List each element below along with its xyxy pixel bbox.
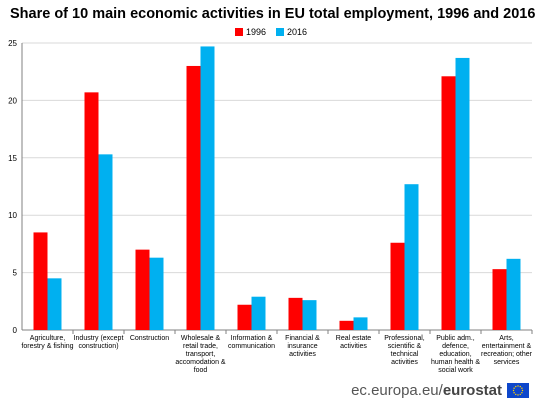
flag-star: [517, 394, 519, 396]
legend-label-2016: 2016: [287, 27, 308, 37]
bar-1996-5: [288, 297, 303, 330]
y-tick-label-10: 10: [8, 211, 17, 220]
bar-1996-2: [135, 249, 150, 330]
y-tick-label-0: 0: [13, 326, 18, 335]
x-tick-label-8: Public adm., defence, education, human heal…: [431, 335, 480, 374]
legend-swatch-2016: [276, 28, 285, 36]
flag-star: [513, 387, 515, 389]
bar-2016-5: [302, 300, 317, 330]
y-tick-label-5: 5: [13, 269, 18, 278]
y-tick-label-25: 25: [8, 39, 17, 48]
flag-star: [521, 392, 523, 394]
flag-star: [521, 387, 523, 389]
flag-star: [519, 393, 521, 396]
x-tick-label-7: Professional, scientific & technical activi…: [384, 335, 425, 366]
x-tick-label-4: Information & communication: [228, 335, 275, 350]
bar-2016-1: [98, 154, 113, 330]
bar-1996-3: [186, 65, 201, 331]
footer: ec.europa.eu/eurostat: [351, 382, 529, 399]
eu-flag-icon: [507, 383, 529, 398]
bar-1996-9: [492, 269, 507, 330]
bar-2016-6: [353, 317, 368, 330]
legend-label-1996: 1996: [246, 27, 267, 37]
bar-2016-9: [506, 258, 521, 330]
chart-title: Share of 10 main economic activities in …: [10, 6, 539, 22]
y-tick-label-20: 20: [8, 96, 17, 105]
x-tick-label-2: Construction: [130, 335, 169, 342]
bar-1996-0: [33, 232, 48, 330]
flag-star: [515, 385, 517, 388]
bar-1996-7: [390, 242, 405, 330]
bar-1996-8: [441, 76, 456, 331]
legend: 1996 2016: [235, 27, 307, 37]
legend-item-1996: 1996: [235, 27, 266, 37]
bar-1996-6: [339, 320, 354, 330]
bar-2016-4: [251, 296, 266, 330]
bar-2016-8: [455, 57, 470, 330]
legend-swatch-1996: [235, 28, 243, 36]
footer-text: ec.europa.eu/eurostat: [351, 382, 502, 399]
x-tick-label-3: Wholesale & retail trade, transport, accomo…: [175, 335, 226, 374]
flag-star: [512, 389, 515, 392]
x-tick-label-6: Real estate activities: [336, 335, 372, 350]
footer-brand: eurostat: [442, 382, 502, 399]
x-tick-label-9: Arts, entertainment & recreation; other ser…: [481, 335, 533, 366]
x-tick-label-5: Financial & insurance activities: [285, 335, 320, 358]
flag-star: [515, 393, 517, 396]
bar-2016-0: [47, 278, 62, 330]
legend-item-2016: 2016: [276, 27, 307, 37]
y-tick-label-15: 15: [8, 154, 17, 163]
flag-star: [513, 392, 515, 394]
bar-1996-4: [237, 304, 252, 330]
bar-2016-2: [149, 257, 164, 330]
x-tick-label-0: Agriculture, forestry & fishing: [21, 335, 73, 350]
x-tick-label-1: Industry (except construction): [74, 335, 124, 350]
flag-star: [517, 385, 519, 387]
flag-star: [519, 385, 521, 388]
footer-site: ec.europa.eu/: [351, 382, 443, 399]
bar-1996-1: [84, 92, 99, 330]
bar-2016-3: [200, 46, 215, 330]
bar-2016-7: [404, 184, 419, 330]
flag-star: [521, 389, 524, 392]
